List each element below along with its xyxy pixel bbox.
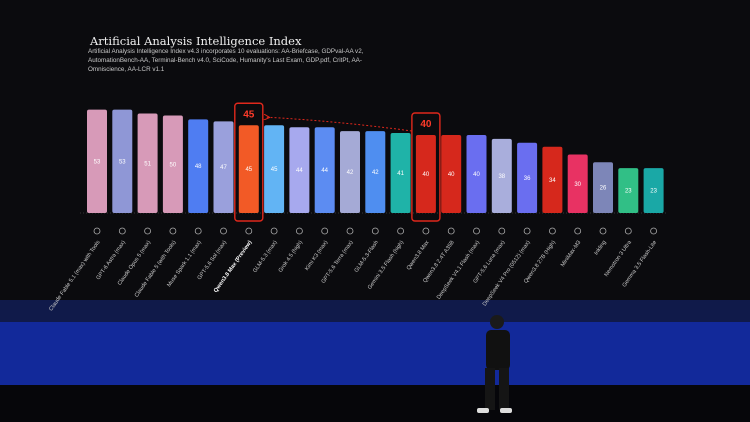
logo-icon [422,227,430,235]
value-label: 34 [549,178,556,184]
logo-icon [549,227,556,235]
value-label: 38 [498,174,505,180]
logo-icon [245,227,253,235]
logo-icon [169,227,177,235]
value-label: 40 [448,172,455,178]
annotation-arrow [267,117,412,132]
logo-icon [194,227,202,235]
logo-icon [144,227,152,235]
bar [238,125,259,213]
bar [213,121,234,213]
value-label: 50 [170,162,177,168]
bar [112,109,133,213]
highlight-box [411,112,441,222]
bar [593,162,613,213]
bar [491,138,512,213]
value-label: 45 [245,167,252,173]
bar [340,131,360,213]
value-label: 30 [574,182,581,188]
value-label: 51 [144,161,151,167]
logo-icon [473,227,480,235]
bar [517,142,538,213]
bar [188,119,209,213]
bar [162,115,183,213]
logo-icon [118,227,126,235]
value-label: 45 [271,167,278,173]
stage-floor [0,385,750,422]
bar [264,125,285,213]
stage-backdrop [0,322,750,385]
value-label: 44 [321,168,328,174]
bar [542,146,563,213]
bar [643,168,664,213]
logo-icon [574,227,582,235]
bar [390,133,411,213]
presenter [477,315,512,413]
value-label: 42 [372,170,379,176]
chart-title: Artificial Analysis Intelligence Index [90,34,302,48]
bar [567,154,588,213]
logo-icon [371,227,379,235]
logo-icon [650,227,657,235]
logo-icon [599,227,607,235]
value-label: 53 [119,159,126,165]
value-label: 36 [524,176,531,182]
bar [618,168,639,213]
logo-icon [346,227,354,235]
value-label: 40 [473,172,480,178]
value-label: 26 [600,186,607,192]
value-label: 42 [347,170,354,176]
logo-icon [447,227,455,235]
bar [415,135,436,213]
logo-icon [498,227,506,235]
value-label: 40 [423,172,430,178]
bar [289,127,310,213]
value-label: 53 [94,159,101,165]
value-label: 23 [625,189,632,195]
value-label: 44 [296,168,303,174]
bar [466,135,487,213]
highlight-box [234,102,264,222]
highlight-label: 45 [243,109,255,120]
logo-icon [220,227,227,235]
logo-icon [93,227,101,235]
logo-icon [523,227,531,235]
highlight-label: 40 [420,119,432,130]
logo-icon [270,227,278,235]
stage-band [0,300,750,322]
logo-icon [295,227,303,235]
value-label: 48 [195,164,202,170]
bar [365,131,386,213]
bar [441,135,462,213]
bar [314,127,335,213]
logo-icon [321,227,329,235]
value-label: 47 [220,165,227,171]
logo-icon [624,227,632,235]
bar [87,109,107,213]
bar [137,113,158,213]
chart-subtitle: Artificial Analysis Intelligence Index v… [88,48,364,74]
logo-icon [397,227,405,235]
value-label: 23 [650,189,657,195]
value-label: 41 [397,171,404,177]
